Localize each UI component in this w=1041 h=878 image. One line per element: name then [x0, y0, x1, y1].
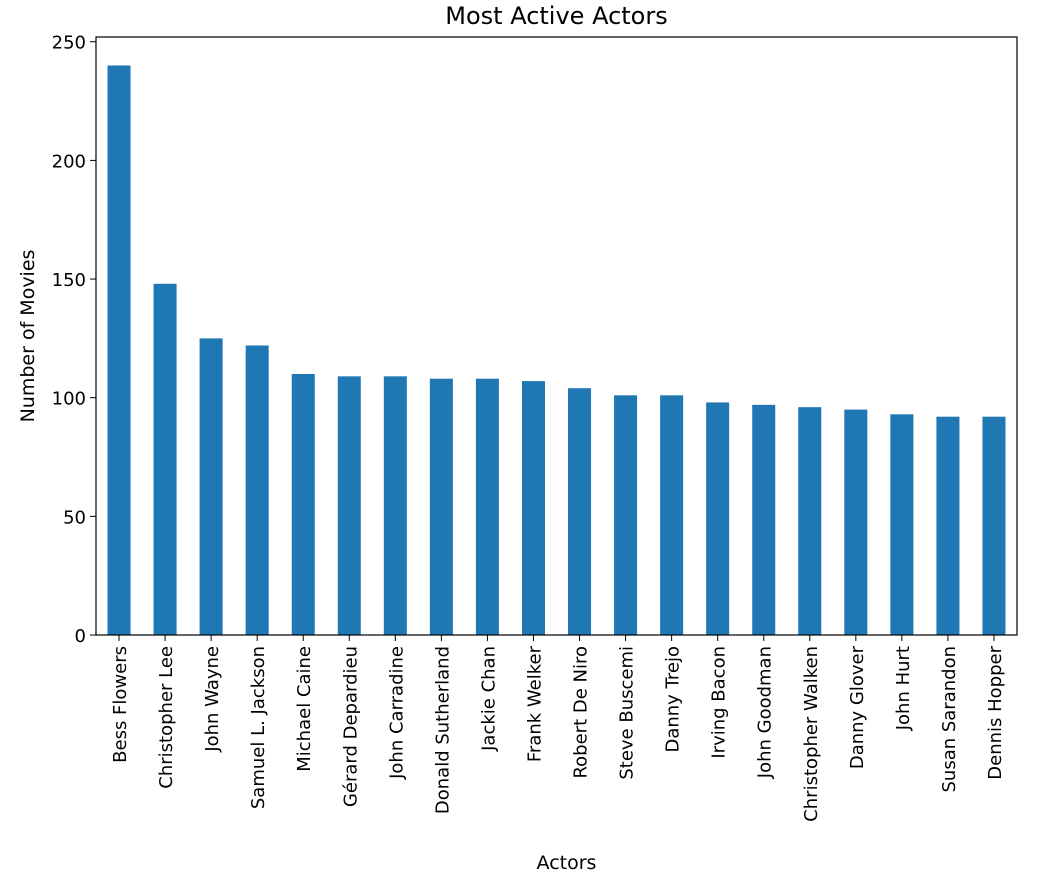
bar: [107, 65, 131, 635]
x-tick-label: John Hurt: [893, 646, 914, 731]
chart-title: Most Active Actors: [445, 2, 668, 30]
plot-frame: [95, 36, 1018, 636]
y-tick-label: 0: [75, 626, 86, 647]
x-axis: Bess Flowers Christopher Lee John Wayne Sam…: [110, 635, 1006, 822]
bars-group: [107, 65, 1006, 635]
x-tick-label: Danny Glover: [847, 645, 868, 769]
y-tick-label: 50: [63, 507, 86, 528]
y-tick-label: 150: [52, 270, 86, 291]
bar: [245, 345, 269, 635]
x-tick-label: Frank Welker: [524, 645, 545, 762]
x-axis-label: Actors: [537, 852, 597, 874]
x-tick-label: Bess Flowers: [110, 646, 131, 763]
x-tick-label: Robert De Niro: [571, 646, 592, 779]
y-tick-label: 200: [52, 151, 86, 172]
y-tick-label: 250: [52, 33, 86, 54]
x-tick-label: Jackie Chan: [478, 646, 499, 752]
bar: [890, 414, 914, 635]
x-tick-label: Dennis Hopper: [985, 645, 1006, 779]
bar: [752, 404, 776, 635]
bar: [614, 395, 638, 635]
bar: [199, 338, 223, 635]
x-tick-label: John Goodman: [755, 646, 776, 779]
x-tick-label: Danny Trejo: [663, 646, 684, 753]
x-tick-label: Donald Sutherland: [432, 646, 453, 814]
bar: [798, 407, 822, 635]
bar: [521, 381, 545, 635]
bar: [475, 378, 499, 635]
x-tick-label: Irving Bacon: [709, 646, 730, 759]
x-tick-label: Gérard Depardieu: [340, 646, 361, 807]
bar: [153, 283, 177, 635]
bar: [383, 376, 407, 635]
x-tick-label: Susan Sarandon: [939, 646, 960, 793]
x-tick-label: John Carradine: [386, 646, 407, 780]
x-tick-label: Samuel L. Jackson: [248, 646, 269, 809]
bar: [429, 378, 453, 635]
bar: [568, 388, 592, 635]
bar: [337, 376, 361, 635]
bar: [706, 402, 730, 635]
bar: [982, 416, 1006, 635]
bar: [936, 416, 960, 635]
x-tick-label: Steve Buscemi: [617, 646, 638, 780]
y-tick-label: 100: [52, 389, 86, 410]
x-tick-label: Michael Caine: [294, 646, 315, 772]
x-tick-label: Christopher Lee: [156, 646, 177, 789]
x-tick-label: Christopher Walken: [801, 646, 822, 822]
bar: [291, 373, 315, 635]
bar: [844, 409, 868, 635]
x-tick-label: John Wayne: [202, 646, 223, 753]
y-axis: 0 50 100 150 200 250: [52, 33, 96, 647]
bar: [660, 395, 684, 635]
y-axis-label: Number of Movies: [17, 250, 39, 423]
